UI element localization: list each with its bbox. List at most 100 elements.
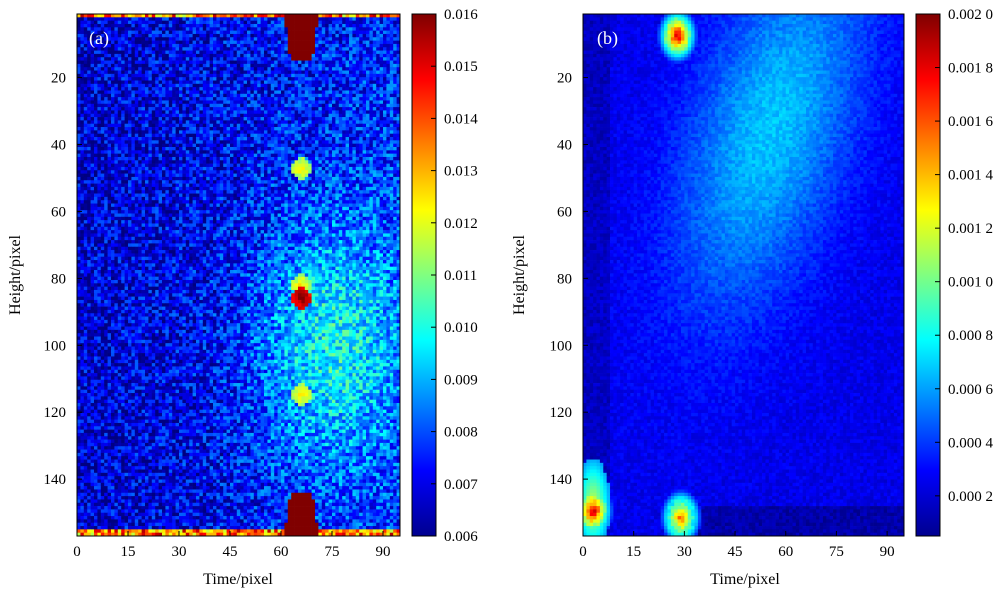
heatmap-cell — [84, 44, 88, 48]
heatmap-cell — [329, 14, 333, 18]
heatmap-cell — [271, 44, 275, 48]
heatmap-cell — [329, 77, 333, 81]
heatmap-cell — [380, 84, 384, 88]
heatmap-cell — [315, 94, 319, 98]
heatmap-cell — [281, 61, 285, 65]
heatmap-cell — [138, 154, 142, 158]
heatmap-cell — [213, 51, 217, 55]
heatmap-cell — [359, 57, 363, 61]
heatmap-cell — [114, 81, 118, 85]
heatmap-cell — [383, 130, 387, 134]
heatmap-cell — [325, 44, 329, 48]
heatmap-cell — [233, 14, 237, 18]
heatmap-cell — [220, 71, 224, 75]
heatmap-cell — [97, 14, 101, 18]
heatmap-cell — [131, 24, 135, 28]
heatmap-cell — [186, 74, 190, 78]
heatmap-cell — [261, 167, 265, 171]
heatmap-cell — [271, 124, 275, 128]
heatmap-cell — [196, 174, 200, 178]
heatmap-cell — [121, 170, 125, 174]
heatmap-cell — [97, 124, 101, 128]
heatmap-cell — [176, 54, 180, 58]
heatmap-cell — [114, 150, 118, 154]
heatmap-cell — [104, 54, 108, 58]
heatmap-cell — [97, 94, 101, 98]
heatmap-cell — [114, 31, 118, 35]
heatmap-cell — [278, 17, 282, 21]
heatmap-cell — [223, 100, 227, 104]
heatmap-cell — [114, 137, 118, 141]
heatmap-cell — [390, 47, 394, 51]
heatmap-cell — [210, 174, 214, 178]
heatmap-cell — [366, 180, 370, 184]
heatmap-cell — [291, 21, 295, 25]
heatmap-cell — [199, 144, 203, 148]
heatmap-cell — [220, 54, 224, 58]
heatmap-cell — [230, 44, 234, 48]
heatmap-cell — [261, 24, 265, 28]
heatmap-cell — [369, 31, 373, 35]
heatmap-cell — [339, 117, 343, 121]
heatmap-cell — [240, 107, 244, 111]
heatmap-cell — [216, 97, 220, 101]
heatmap-cell — [111, 54, 115, 58]
heatmap-cell — [264, 157, 268, 161]
heatmap-cell — [223, 114, 227, 118]
heatmap-cell — [220, 84, 224, 88]
heatmap-cell — [125, 154, 129, 158]
heatmap-cell — [91, 64, 95, 68]
heatmap-cell — [179, 34, 183, 38]
heatmap-cell — [111, 120, 115, 124]
heatmap-cell — [159, 77, 163, 81]
heatmap-cell — [380, 57, 384, 61]
heatmap-cell — [308, 90, 312, 94]
heatmap-cell — [271, 37, 275, 41]
heatmap-cell — [250, 150, 254, 154]
heatmap-cell — [356, 157, 360, 161]
heatmap-cell — [349, 107, 353, 111]
heatmap-cell — [359, 177, 363, 181]
heatmap-cell — [349, 90, 353, 94]
heatmap-cell — [308, 164, 312, 168]
heatmap-cell — [223, 184, 227, 188]
heatmap-cell — [322, 71, 326, 75]
heatmap-cell — [118, 174, 122, 178]
heatmap-cell — [169, 21, 173, 25]
heatmap-cell — [250, 180, 254, 184]
heatmap-cell — [291, 100, 295, 104]
heatmap-cell — [121, 177, 125, 181]
heatmap-cell — [329, 110, 333, 114]
heatmap-cell — [298, 94, 302, 98]
heatmap-cell — [87, 100, 91, 104]
heatmap-cell — [233, 47, 237, 51]
heatmap-cell — [138, 134, 142, 138]
heatmap-cell — [298, 147, 302, 151]
heatmap-cell — [308, 64, 312, 68]
heatmap-cell — [223, 74, 227, 78]
heatmap-cell — [125, 24, 129, 28]
heatmap-cell — [148, 187, 152, 191]
heatmap-cell — [165, 87, 169, 91]
heatmap-cell — [189, 177, 193, 181]
heatmap-cell — [152, 74, 156, 78]
heatmap-cell — [91, 124, 95, 128]
heatmap-cell — [162, 41, 166, 45]
heatmap-cell — [186, 174, 190, 178]
heatmap-cell — [186, 64, 190, 68]
heatmap-cell — [138, 144, 142, 148]
heatmap-cell — [390, 37, 394, 41]
heatmap-cell — [179, 150, 183, 154]
heatmap-cell — [393, 177, 397, 181]
heatmap-cell — [335, 100, 339, 104]
heatmap-cell — [128, 77, 132, 81]
heatmap-cell — [165, 77, 169, 81]
heatmap-cell — [135, 144, 139, 148]
heatmap-cell — [284, 134, 288, 138]
heatmap-cell — [128, 47, 132, 51]
heatmap-cell — [312, 57, 316, 61]
heatmap-cell — [305, 61, 309, 65]
heatmap-cell — [176, 177, 180, 181]
heatmap-cell — [193, 157, 197, 161]
heatmap-cell — [308, 61, 312, 65]
